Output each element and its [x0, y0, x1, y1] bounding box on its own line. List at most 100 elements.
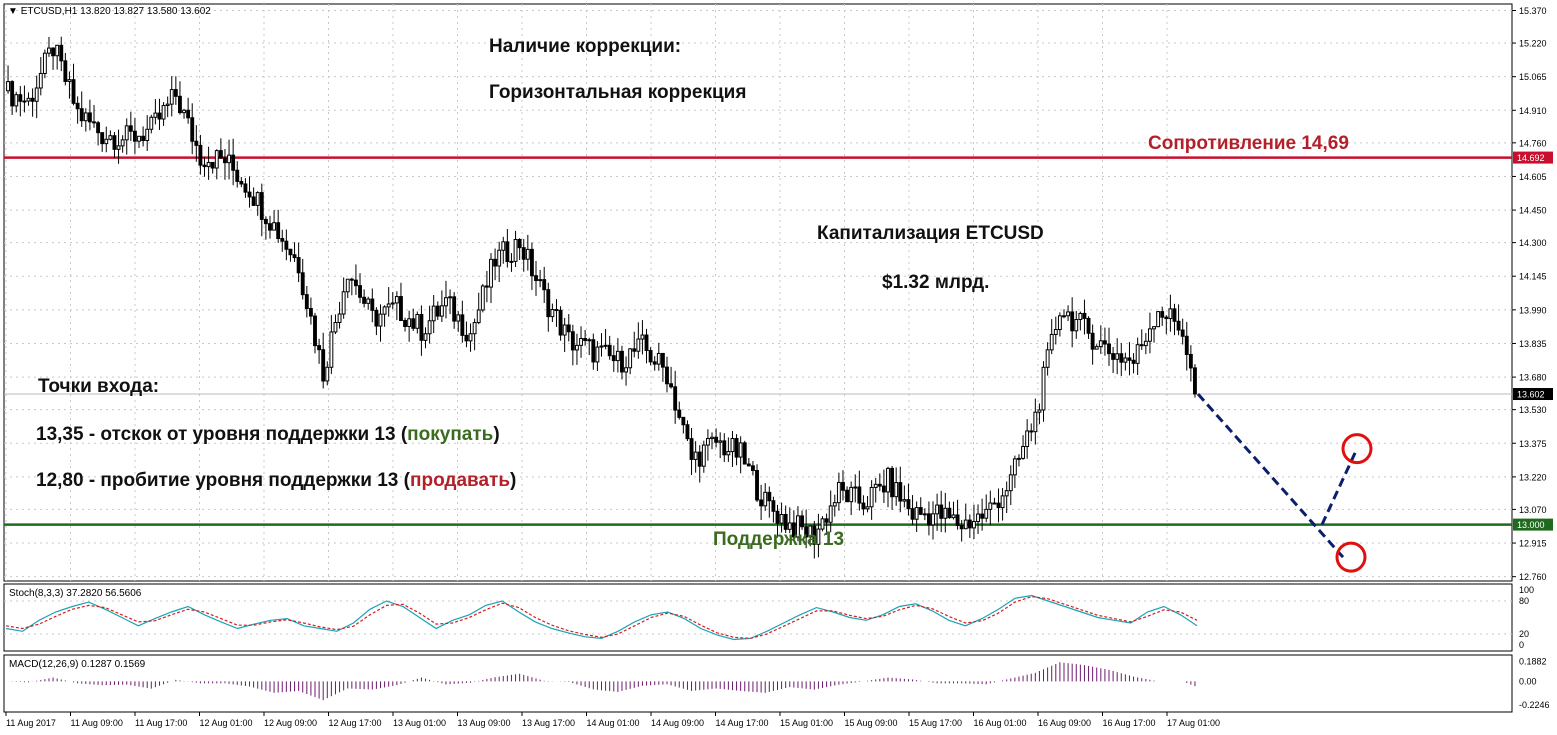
price-tick-label: 13.070 — [1519, 505, 1547, 515]
forecast-down-line — [1196, 393, 1345, 559]
stoch-tick-label: 80 — [1519, 596, 1529, 606]
candle-body — [705, 438, 710, 446]
candle-body — [63, 60, 68, 82]
price-tick-label: 14.910 — [1519, 106, 1547, 116]
candle-body — [849, 486, 854, 503]
candle-body — [1037, 409, 1042, 413]
candle-body — [648, 349, 653, 363]
candle-body — [558, 309, 563, 336]
candle-body — [75, 102, 80, 110]
candle-body — [202, 164, 207, 168]
time-tick-label: 15 Aug 01:00 — [780, 718, 833, 728]
candle-body — [390, 302, 395, 305]
candle-body — [832, 502, 837, 507]
candle-body — [116, 145, 121, 150]
candle-body — [71, 79, 76, 104]
candle-body — [857, 486, 862, 504]
candle-body — [399, 296, 403, 322]
candle-body — [652, 361, 657, 365]
macd-panel: 0.1882 0.00 -0.2246 — [11, 656, 1550, 710]
entry-1-suffix: ) — [493, 424, 500, 445]
candle-body — [665, 366, 669, 385]
current-price-tag — [1513, 388, 1553, 401]
candle-body — [427, 320, 432, 335]
candle-body — [38, 72, 43, 89]
candle-body — [685, 424, 690, 440]
macd-tick-label: 0.1882 — [1519, 656, 1547, 666]
candle-body — [914, 507, 919, 520]
candle-body — [996, 502, 1001, 509]
candle-body — [873, 483, 878, 488]
forecast — [1196, 393, 1373, 573]
candle-body — [517, 238, 522, 249]
candle-body — [34, 87, 39, 102]
entry-2: 12,80 - пробитие уровня поддержки 13 (пр… — [36, 470, 516, 492]
candle-body — [1017, 457, 1021, 460]
main-frame — [3, 3, 1513, 582]
candle-body — [1172, 308, 1177, 322]
candle-body — [67, 79, 72, 82]
candle-body — [1102, 340, 1107, 345]
candle-body — [1168, 308, 1173, 320]
candle-body — [382, 306, 387, 315]
candle-body — [79, 108, 84, 122]
candle-body — [701, 444, 706, 467]
candle-body — [149, 116, 154, 130]
price-tick-label: 14.605 — [1519, 172, 1547, 182]
candle-body — [689, 438, 694, 460]
stoch-tick-label: 100 — [1519, 585, 1534, 595]
candle-body — [26, 97, 31, 102]
chevron-down-icon[interactable]: ▼ — [8, 6, 18, 17]
time-tick-label: 13 Aug 09:00 — [458, 718, 511, 728]
price-tick-label: 13.835 — [1519, 339, 1547, 349]
candle-body — [341, 291, 346, 315]
candle-body — [403, 320, 407, 327]
stoch-frame — [3, 583, 1513, 652]
candle-body — [808, 525, 813, 538]
stoch-tick-label: 20 — [1519, 629, 1529, 639]
candle-body — [845, 489, 849, 503]
candle-body — [513, 238, 518, 262]
candle-body — [42, 52, 47, 74]
candle-body — [693, 451, 698, 460]
candle-body — [890, 467, 895, 498]
candle-body — [247, 191, 252, 198]
time-tick-label: 13 Aug 01:00 — [393, 718, 446, 728]
candle-body — [22, 100, 27, 103]
correction-title: Наличие коррекции: — [489, 36, 682, 57]
candle-body — [186, 109, 191, 119]
candle-body — [955, 514, 960, 526]
price-tick-label: 14.760 — [1519, 138, 1547, 148]
resistance-tag-label: 14.692 — [1517, 153, 1545, 163]
chart-ohlc: 13.820 13.827 13.580 13.602 — [80, 6, 211, 17]
candle-body — [579, 338, 583, 346]
candle-body — [1164, 316, 1169, 320]
candle-body — [235, 169, 240, 182]
candle-body — [730, 438, 735, 453]
entry-1: 13,35 - отскок от уровня поддержки 13 (п… — [36, 424, 500, 446]
candle-body — [280, 237, 285, 242]
candle-body — [591, 339, 596, 363]
candle-body — [1115, 353, 1120, 360]
candle-body — [669, 383, 674, 388]
candle-body — [480, 285, 485, 311]
candle-body — [484, 285, 489, 288]
candle-body — [30, 97, 35, 102]
macd-header: MACD(12,26,9) 0.1287 0.1569 — [9, 659, 145, 670]
time-tick-label: 14 Aug 09:00 — [651, 718, 704, 728]
support-tag-label: 13.000 — [1517, 520, 1545, 530]
candle-body — [128, 125, 133, 132]
candle-body — [980, 513, 985, 519]
candle-body — [615, 350, 620, 362]
candle-body — [824, 518, 829, 523]
time-tick-label: 15 Aug 09:00 — [845, 718, 898, 728]
candle-body — [1049, 333, 1054, 351]
candle-body — [10, 81, 15, 107]
time-tick-label: 17 Aug 01:00 — [1167, 718, 1220, 728]
candle-body — [910, 508, 915, 520]
candle-body — [763, 491, 768, 507]
candle-body — [313, 315, 317, 347]
candle-body — [448, 296, 452, 299]
candle-body — [329, 331, 334, 368]
candle-body — [1029, 430, 1034, 433]
